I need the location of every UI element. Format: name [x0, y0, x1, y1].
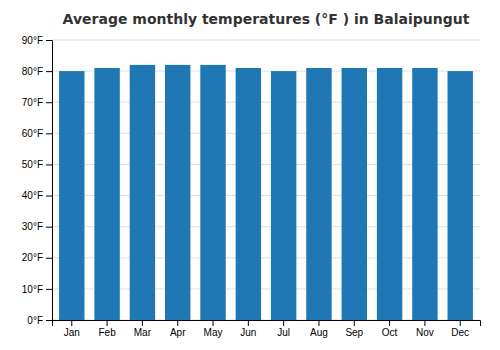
bar — [236, 68, 261, 320]
x-tick-label: Mar — [134, 327, 152, 338]
x-tick: Jun — [240, 320, 256, 338]
x-tick: Jul — [277, 320, 290, 338]
x-tick-mark — [213, 320, 214, 326]
y-tick: 40°F — [22, 190, 52, 201]
grid — [52, 40, 480, 320]
y-tick: 20°F — [22, 252, 52, 263]
y-tick-label: 70°F — [22, 97, 43, 108]
bars — [59, 65, 473, 320]
bar — [59, 71, 84, 320]
bar — [377, 68, 402, 320]
x-tick: Jan — [64, 320, 80, 338]
x-tick: Feb — [98, 320, 116, 338]
x-tick-mark — [424, 320, 425, 326]
y-tick-label: 50°F — [22, 159, 43, 170]
y-tick-mark — [46, 40, 52, 41]
bar — [94, 68, 119, 320]
x-tick-mark — [318, 320, 319, 326]
y-tick: 80°F — [22, 66, 52, 77]
chart-container: 0°F 10°F 20°F 30°F 40°F 50°F 60°F 70°F 80°F 90°F J… — [0, 0, 500, 350]
bar — [448, 71, 473, 320]
x-tick: Oct — [382, 320, 398, 338]
y-tick-label: 20°F — [22, 252, 43, 263]
x-tick-label: Apr — [170, 327, 186, 338]
x-tick: Mar — [134, 320, 152, 338]
x-tick: Aug — [310, 320, 328, 338]
x-tick: Nov — [416, 320, 434, 338]
x-tick-label: May — [204, 327, 223, 338]
x-tick-mark — [389, 320, 390, 326]
bar — [412, 68, 437, 320]
y-tick-label: 90°F — [22, 35, 43, 46]
x-tick-mark — [71, 320, 72, 326]
x-tick-mark — [107, 320, 108, 326]
y-tick: 10°F — [22, 284, 52, 295]
plot: 0°F 10°F 20°F 30°F 40°F 50°F 60°F 70°F 80°F 90°F J… — [22, 35, 481, 338]
bar — [200, 65, 225, 320]
y-tick-label: 0°F — [27, 315, 43, 326]
x-tick: Apr — [170, 320, 186, 338]
y-tick: 60°F — [22, 128, 52, 139]
x-tick-label: Aug — [310, 327, 328, 338]
y-tick-label: 60°F — [22, 128, 43, 139]
bar — [130, 65, 155, 320]
x-tick-label: Dec — [451, 327, 469, 338]
y-tick-label: 40°F — [22, 190, 43, 201]
bar — [342, 68, 367, 320]
y-axis: 0°F 10°F 20°F 30°F 40°F 50°F 60°F 70°F 80°F 90°F — [22, 35, 53, 326]
y-tick-mark — [46, 164, 52, 165]
x-tick: Dec — [451, 320, 469, 338]
x-tick-label: Nov — [416, 327, 434, 338]
x-tick-label: Sep — [345, 327, 363, 338]
y-tick-mark — [46, 133, 52, 134]
y-tick-label: 30°F — [22, 221, 43, 232]
bar — [271, 71, 296, 320]
x-tick-label: Jan — [64, 327, 80, 338]
y-tick-mark — [46, 258, 52, 259]
title: Average monthly temperatures (°F ) in Ba… — [63, 11, 470, 27]
x-tick-label: Jul — [277, 327, 290, 338]
y-tick: 70°F — [22, 97, 52, 108]
grid-line — [52, 40, 480, 41]
y-tick-mark — [46, 320, 52, 321]
y-tick-label: 10°F — [22, 284, 43, 295]
y-tick: 30°F — [22, 221, 52, 232]
y-tick: 50°F — [22, 159, 52, 170]
x-axis-line — [53, 321, 481, 327]
y-tick-label: 80°F — [22, 66, 43, 77]
y-axis-line — [46, 41, 53, 321]
bar — [306, 68, 331, 320]
y-tick-mark — [46, 227, 52, 228]
x-tick: May — [204, 320, 223, 338]
y-tick-mark — [46, 289, 52, 290]
chart-svg: 0°F 10°F 20°F 30°F 40°F 50°F 60°F 70°F 80°F 90°F J… — [0, 0, 500, 350]
y-tick: 0°F — [27, 315, 52, 326]
y-tick: 90°F — [22, 35, 52, 46]
x-tick-mark — [142, 320, 143, 326]
y-tick-mark — [46, 196, 52, 197]
bar — [165, 65, 190, 320]
y-tick-mark — [46, 102, 52, 103]
x-tick-label: Feb — [98, 327, 116, 338]
x-axis: Jan Feb Mar Apr May Jun Jul Aug Sep Oct Nov Dec — [53, 320, 481, 338]
x-tick-mark — [248, 320, 249, 326]
x-tick-label: Jun — [240, 327, 256, 338]
x-tick-mark — [283, 320, 284, 326]
x-tick-label: Oct — [382, 327, 398, 338]
x-tick: Sep — [345, 320, 363, 338]
y-tick-mark — [46, 71, 52, 72]
x-tick-mark — [354, 320, 355, 326]
x-tick-mark — [177, 320, 178, 326]
x-tick-mark — [460, 320, 461, 326]
